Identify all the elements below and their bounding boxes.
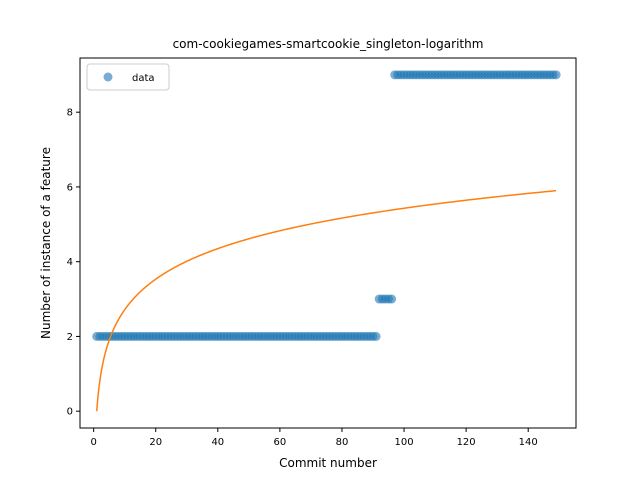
legend-frame bbox=[86, 63, 170, 91]
y-tick-label: 8 bbox=[67, 108, 73, 119]
x-tick-label: 60 bbox=[274, 437, 287, 448]
axes-frame bbox=[79, 57, 577, 429]
y-axis-label: Number of instance of a feature bbox=[39, 147, 53, 339]
x-tick-label: 100 bbox=[394, 437, 413, 448]
x-axis-ticks: 0 20 40 60 80 100 120 140 bbox=[90, 428, 538, 448]
x-tick-label: 140 bbox=[519, 437, 538, 448]
x-tick-label: 80 bbox=[336, 437, 349, 448]
data-point bbox=[371, 331, 381, 341]
y-tick-label: 4 bbox=[67, 257, 73, 268]
chart-title: com-cookiegames-smartcookie_singleton-lo… bbox=[173, 37, 484, 51]
y-axis-ticks: 0 2 4 6 8 bbox=[67, 108, 80, 418]
legend: data bbox=[86, 63, 170, 91]
data-point bbox=[551, 70, 561, 80]
y-tick-label: 6 bbox=[67, 182, 73, 193]
x-tick-label: 0 bbox=[90, 437, 96, 448]
plot-area bbox=[92, 70, 561, 412]
x-tick-label: 20 bbox=[149, 437, 162, 448]
data-point bbox=[387, 294, 397, 304]
x-axis-label: Commit number bbox=[279, 456, 377, 470]
x-tick-label: 40 bbox=[211, 437, 224, 448]
fitted-log-line bbox=[96, 189, 557, 412]
legend-label-data: data bbox=[132, 73, 155, 84]
y-tick-label: 0 bbox=[67, 407, 73, 418]
legend-marker-data bbox=[103, 72, 113, 82]
x-tick-label: 120 bbox=[457, 437, 476, 448]
y-tick-label: 2 bbox=[67, 332, 73, 343]
